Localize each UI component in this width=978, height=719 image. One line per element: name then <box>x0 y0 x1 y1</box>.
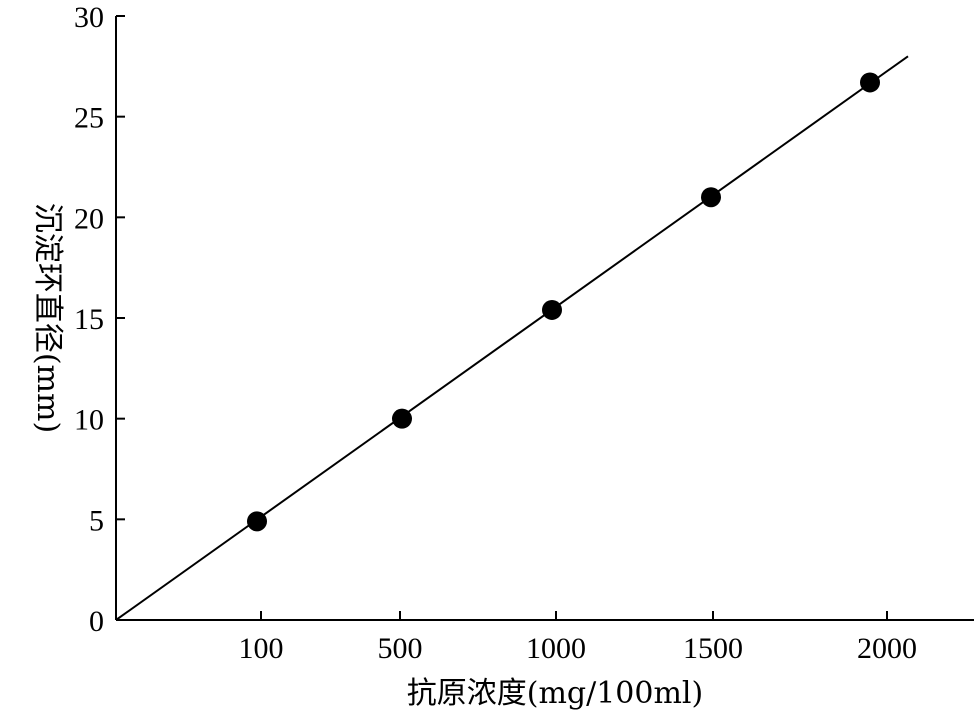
fit-line <box>115 55 909 621</box>
x-ticks: 100 500 1000 1500 2000 <box>239 611 917 665</box>
y-tick-label: 20 <box>74 202 104 235</box>
data-point <box>392 408 412 429</box>
x-tick-label: 100 <box>239 632 284 665</box>
y-tick-label: 15 <box>74 303 104 336</box>
data-point <box>542 299 562 320</box>
y-tick-label: 10 <box>74 404 104 437</box>
y-ticks: 0 5 10 15 20 25 30 <box>74 1 125 638</box>
x-tick-label: 1500 <box>683 632 743 665</box>
x-tick-label: 2000 <box>857 632 917 665</box>
y-tick-label: 30 <box>74 1 104 34</box>
data-point <box>701 187 721 208</box>
y-tick-label: 5 <box>89 504 104 537</box>
y-tick-label: 0 <box>89 605 104 638</box>
data-points <box>247 72 880 532</box>
data-point <box>247 511 267 532</box>
data-point <box>860 72 880 93</box>
y-tick-label: 25 <box>74 102 104 135</box>
y-axis-title: 沉淀环直径(mm) <box>30 203 65 433</box>
x-axis-title: 抗原浓度(mg/100ml) <box>407 676 703 711</box>
x-tick-label: 500 <box>378 632 423 665</box>
x-tick-label: 1000 <box>526 632 586 665</box>
fit-line-group <box>115 55 909 621</box>
